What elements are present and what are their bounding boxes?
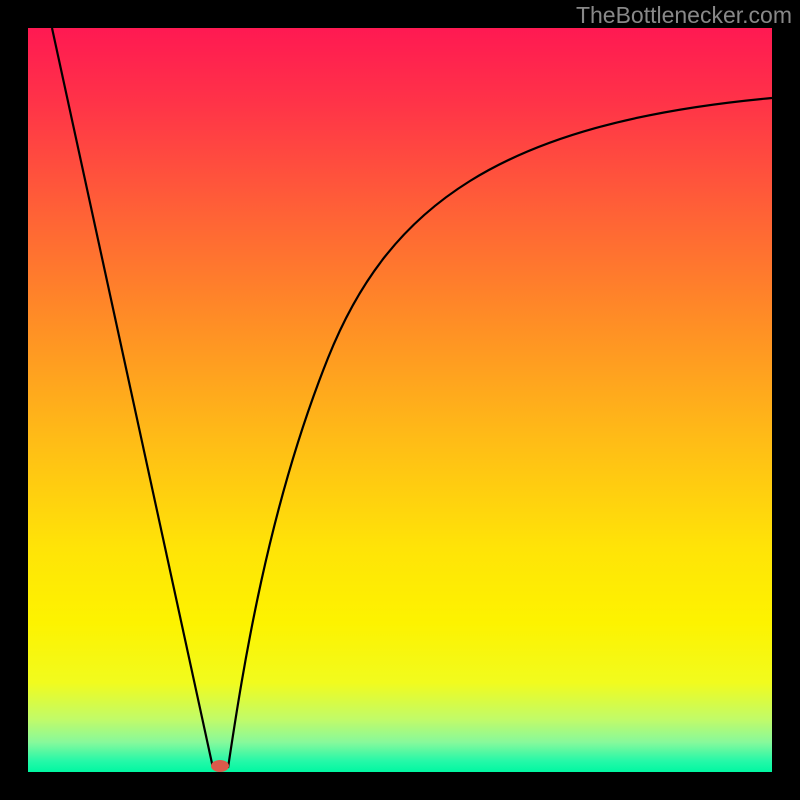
bottleneck-curve [28,28,772,772]
curve-left-segment [52,28,213,768]
curve-right-segment [228,98,772,768]
chart-container: TheBottlenecker.com [0,0,800,800]
watermark-text: TheBottlenecker.com [576,2,792,29]
optimal-point-marker [211,760,229,772]
plot-area [28,28,772,772]
